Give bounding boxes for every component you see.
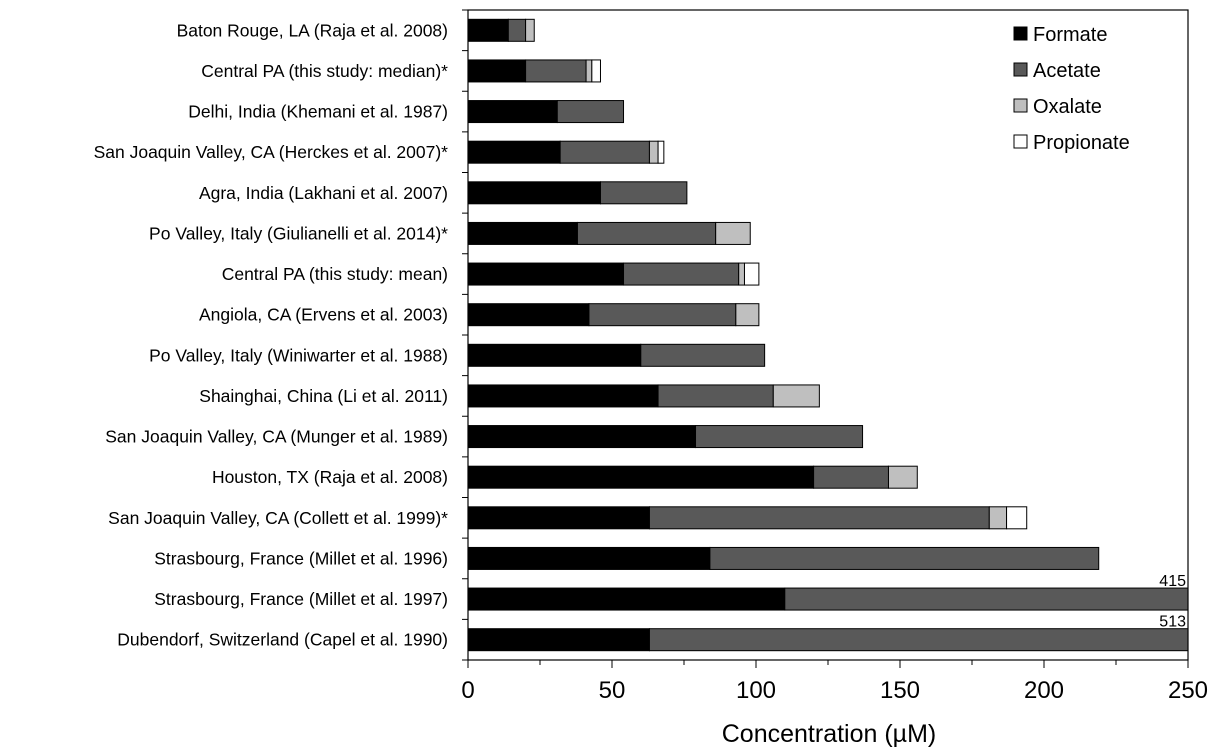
legend-swatch: [1013, 62, 1028, 77]
bar-segment-formate: [467, 546, 711, 570]
legend-swatch: [1013, 98, 1028, 113]
legend-item-acetate: Acetate: [1013, 60, 1101, 82]
category-labels: Baton Rouge, LA (Raja et al. 2008) Centra…: [94, 20, 449, 649]
bar-segment-formate: [467, 262, 625, 286]
bar-segment-oxalate: [525, 18, 535, 42]
category-label: Baton Rouge, LA (Raja et al. 2008): [177, 20, 448, 40]
bar-segment-oxalate: [772, 384, 820, 408]
bar-segment-acetate: [576, 221, 717, 245]
legend-label: Propionate: [1033, 132, 1130, 154]
bar-segment-formate: [467, 18, 509, 42]
category-label: Central PA (this study: median)*: [201, 61, 448, 81]
bar-segment-acetate: [525, 59, 587, 83]
category-label: Strasbourg, France (Millet et al. 1997): [154, 589, 448, 609]
category-label: Houston, TX (Raja et al. 2008): [212, 467, 448, 487]
bar-segment-acetate: [813, 465, 889, 489]
category-label: Shainghai, China (Li et al. 2011): [199, 386, 448, 406]
category-label: Agra, India (Lakhani et al. 2007): [199, 183, 448, 203]
bar-segment-propionate: [743, 262, 760, 286]
bar-segment-oxalate: [715, 221, 751, 245]
category-label: San Joaquin Valley, CA (Munger et al. 19…: [105, 427, 448, 447]
bar-segment-oxalate: [738, 262, 745, 286]
category-label: San Joaquin Valley, CA (Herckes et al. 2…: [94, 142, 449, 162]
bar-segment-formate: [467, 221, 578, 245]
bar-segment-oxalate: [887, 465, 918, 489]
legend-item-formate: Formate: [1013, 24, 1107, 46]
bar-segment-propionate: [657, 140, 665, 164]
bar-segment-acetate: [784, 587, 1189, 611]
bar-segment-formate: [467, 303, 590, 327]
bar-segment-formate: [467, 465, 815, 489]
bar-segment-acetate: [648, 628, 1189, 652]
bar-value-label: 513: [1159, 614, 1186, 631]
x-tick-label: 200: [1024, 677, 1064, 704]
category-label: Dubendorf, Switzerland (Capel et al. 199…: [117, 630, 448, 650]
bar-segment-formate: [467, 506, 650, 530]
x-tick-label: 0: [461, 677, 474, 704]
bar-segment-oxalate: [735, 303, 760, 327]
bar-segment-formate: [467, 425, 697, 449]
bars-layer: [467, 18, 1189, 652]
axes-layer: [462, 9, 1189, 668]
legend-swatch: [1013, 134, 1028, 149]
legend-item-oxalate: Oxalate: [1013, 96, 1102, 118]
bar-segment-formate: [467, 100, 558, 124]
bar-segment-oxalate: [648, 140, 659, 164]
annotation-layer: 415 513: [1159, 573, 1186, 631]
category-label: Po Valley, Italy (Giulianelli et al. 201…: [149, 223, 448, 243]
bar-segment-acetate: [559, 140, 650, 164]
bar-value-label: 415: [1159, 573, 1186, 590]
bar-segment-acetate: [657, 384, 774, 408]
category-label: San Joaquin Valley, CA (Collett et al. 1…: [108, 508, 448, 528]
category-label: Strasbourg, France (Millet et al. 1996): [154, 548, 448, 568]
bar-segment-acetate: [709, 546, 1100, 570]
bar-segment-propionate: [591, 59, 601, 83]
legend-swatch: [1013, 26, 1028, 41]
bar-segment-acetate: [640, 343, 766, 367]
x-axis-title: Concentration (µM): [722, 720, 936, 748]
bar-segment-formate: [467, 140, 561, 164]
bar-segment-acetate: [695, 425, 864, 449]
legend-item-propionate: Propionate: [1013, 132, 1130, 154]
x-tick-label: 150: [880, 677, 920, 704]
bar-segment-acetate: [588, 303, 737, 327]
bar-segment-formate: [467, 181, 601, 205]
bar-segment-formate: [467, 343, 642, 367]
category-label: Po Valley, Italy (Winiwarter et al. 1988…: [149, 345, 448, 365]
bar-segment-formate: [467, 587, 786, 611]
bar-segment-formate: [467, 628, 650, 652]
x-tick-label: 100: [736, 677, 776, 704]
legend: Formate Acetate Oxalate Propionate: [1013, 24, 1130, 154]
category-label: Central PA (this study: mean): [222, 264, 448, 284]
bar-segment-acetate: [648, 506, 990, 530]
bar-segment-oxalate: [585, 59, 593, 83]
bar-segment-acetate: [623, 262, 740, 286]
bar-segment-propionate: [1006, 506, 1028, 530]
bar-segment-acetate: [507, 18, 527, 42]
bar-segment-acetate: [599, 181, 688, 205]
bar-segment-oxalate: [988, 506, 1008, 530]
legend-label: Acetate: [1033, 60, 1101, 82]
x-tick-label: 250: [1168, 677, 1208, 704]
legend-label: Oxalate: [1033, 96, 1102, 118]
bar-segment-formate: [467, 59, 527, 83]
category-label: Delhi, India (Khemani et al. 1987): [188, 102, 448, 122]
bar-segment-formate: [467, 384, 659, 408]
x-tick-labels: 0 50 100 150 200 250: [461, 677, 1208, 704]
bar-segment-acetate: [556, 100, 625, 124]
category-label: Angiola, CA (Ervens et al. 2003): [199, 305, 448, 325]
x-tick-label: 50: [599, 677, 626, 704]
legend-label: Formate: [1033, 24, 1107, 46]
